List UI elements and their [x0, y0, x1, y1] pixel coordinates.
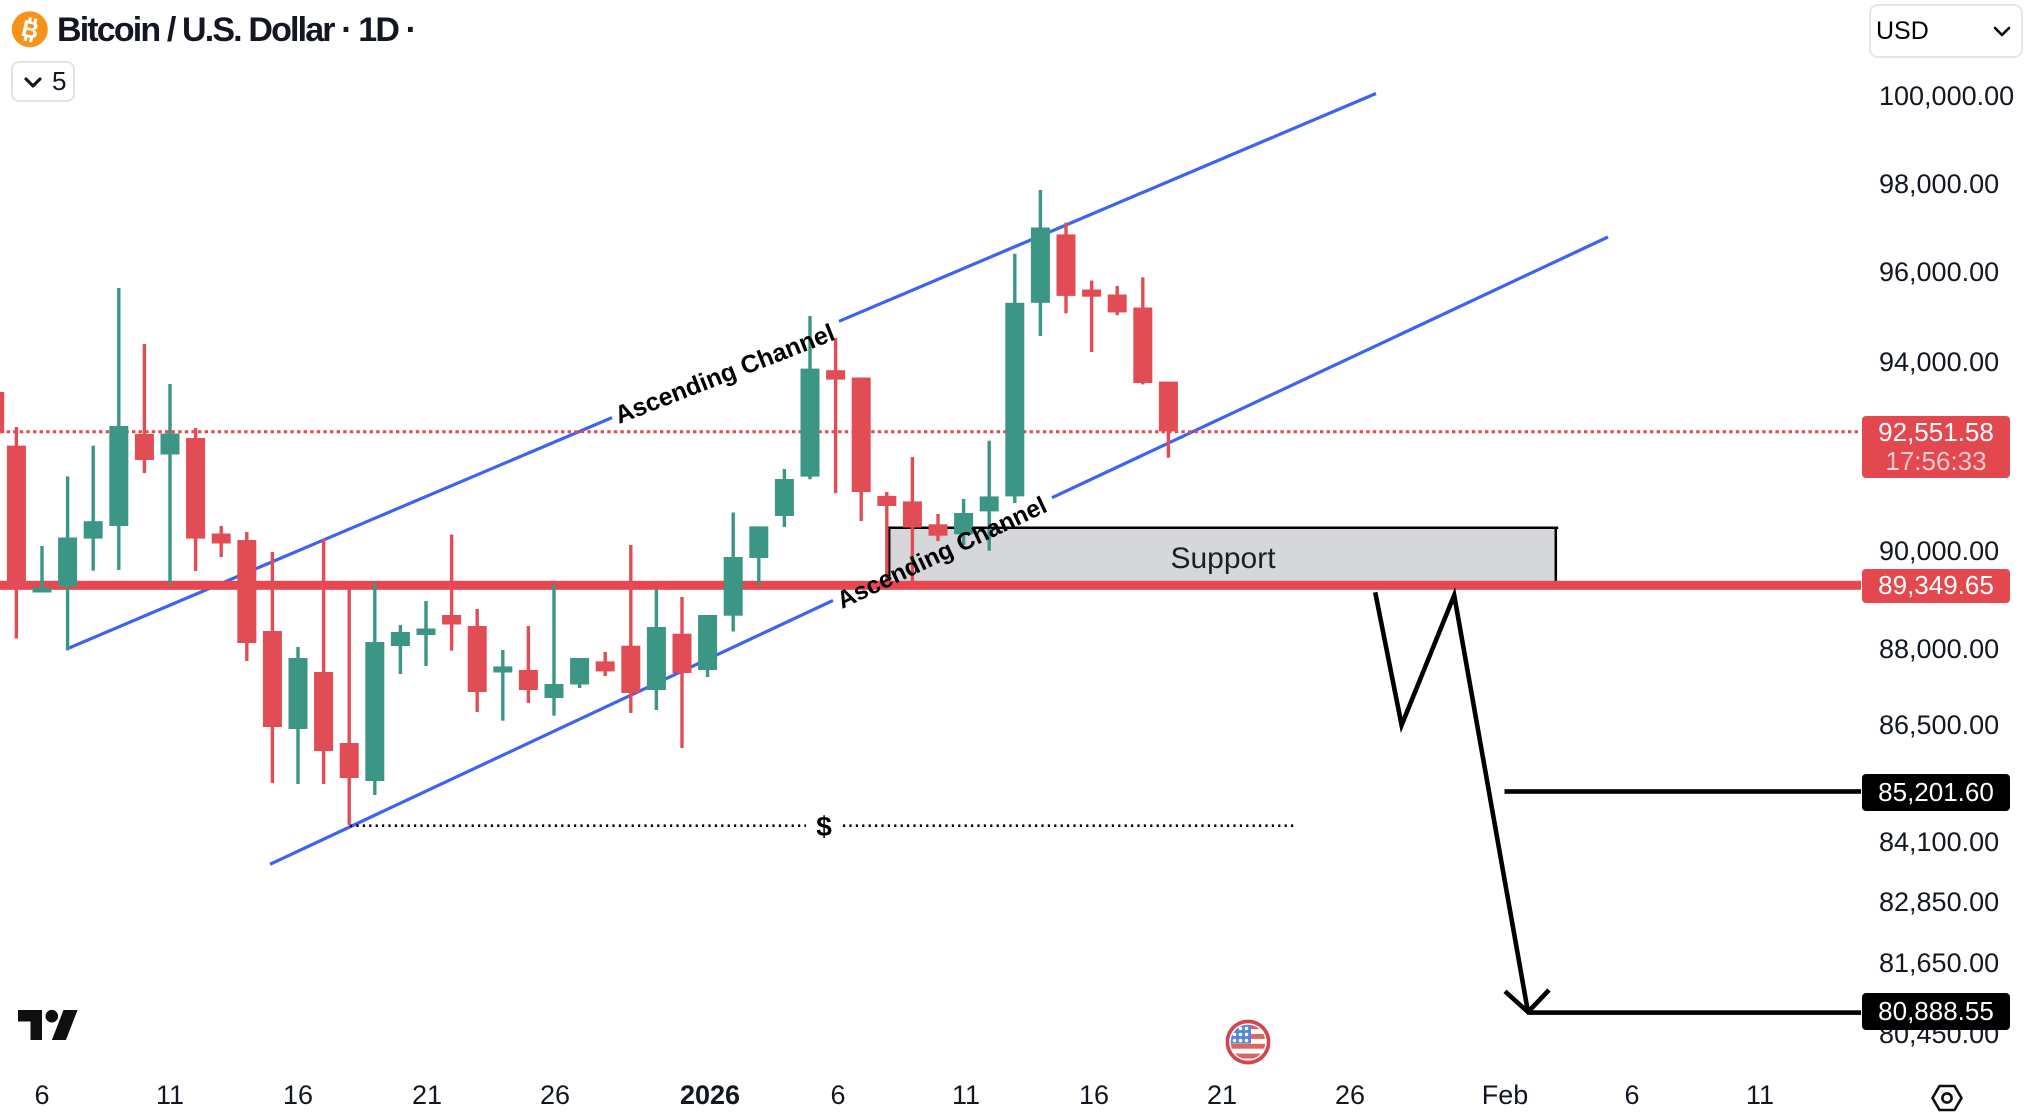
svg-text:$: $: [816, 811, 832, 842]
svg-text:Support: Support: [1170, 542, 1276, 575]
svg-text:B: B: [19, 15, 41, 44]
